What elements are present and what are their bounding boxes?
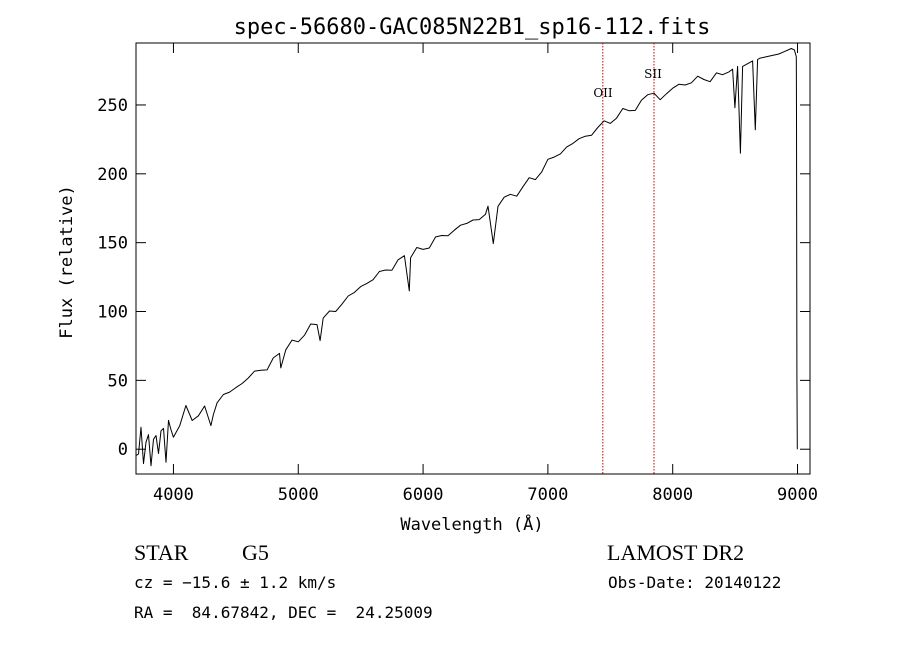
object-class: STAR <box>134 540 189 565</box>
obs-date-text: Obs-Date: 20140122 <box>608 573 782 592</box>
x-axis-label: Wavelength (Å) <box>400 513 543 535</box>
y-tick-label: 150 <box>97 234 128 254</box>
y-tick-label: 200 <box>97 165 128 185</box>
coords-text: RA = 84.67842, DEC = 24.25009 <box>134 603 433 622</box>
series-group <box>135 48 798 467</box>
marker-label: OII <box>593 86 613 100</box>
y-axis-ticks: 0 50 100 150 200 250 <box>97 96 810 460</box>
chart-title: spec-56680-GAC085N22B1_sp16-112.fits <box>234 15 711 40</box>
spectrum-line <box>135 48 798 467</box>
y-axis-label: Flux (relative) <box>57 185 77 339</box>
x-tick-label: 8000 <box>652 485 693 505</box>
y-tick-label: 100 <box>97 303 128 323</box>
marker-label: SII <box>644 67 662 81</box>
x-tick-label: 6000 <box>403 485 444 505</box>
plot-frame <box>135 42 811 475</box>
y-tick-label: 50 <box>108 371 128 391</box>
x-tick-label: 5000 <box>278 485 319 505</box>
y-tick-label: 0 <box>118 440 128 460</box>
object-subclass: G5 <box>242 540 269 565</box>
survey-name: LAMOST DR2 <box>607 540 745 565</box>
x-axis-ticks: 4000 5000 6000 7000 8000 9000 <box>153 43 818 505</box>
y-tick-label: 250 <box>97 96 128 116</box>
x-tick-label: 4000 <box>153 485 194 505</box>
line-markers: OII SII <box>593 43 662 474</box>
x-tick-label: 9000 <box>777 485 818 505</box>
plot-border <box>135 42 811 475</box>
x-tick-label: 7000 <box>527 485 568 505</box>
redshift-text: cz = −15.6 ± 1.2 km/s <box>134 573 337 592</box>
